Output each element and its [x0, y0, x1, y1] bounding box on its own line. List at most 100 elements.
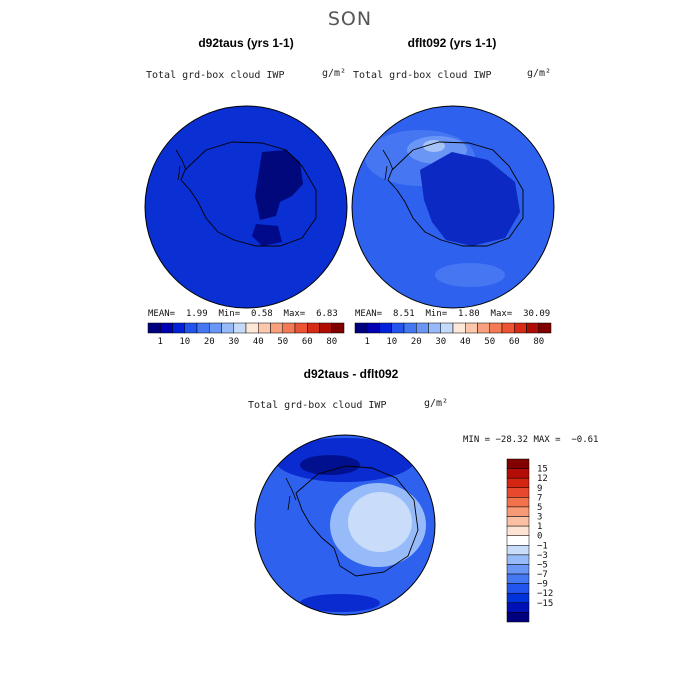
left-colorbar-tick-label: 60 [302, 337, 313, 347]
diff-colorbar-swatch [506, 525, 530, 536]
diff-colorbar-swatch [506, 516, 530, 527]
left-colorbar-swatch [282, 322, 296, 334]
diff-colorbar-tick-label: −9 [537, 580, 548, 590]
left-colorbar-swatch [245, 322, 259, 334]
left-map [145, 106, 347, 308]
diff-colorbar-swatch [506, 602, 530, 613]
left-max-value: 6.83 [316, 309, 338, 319]
diff-colorbar-swatch [506, 545, 530, 556]
right-colorbar-swatch [428, 322, 441, 334]
diff-colorbar-swatch [506, 583, 530, 594]
diff-colorbar-swatch [506, 535, 530, 546]
diff-units-label: g/m² [424, 398, 449, 409]
right-map-land-outline [387, 141, 524, 247]
right-colorbar-swatch [514, 322, 527, 334]
right-colorbar-swatch [477, 322, 490, 334]
diff-colorbar-swatch [506, 477, 530, 489]
diff-colorbar-swatch [506, 506, 530, 517]
diff-colorbar-tick-label: 9 [537, 484, 542, 494]
right-colorbar-tick-label: 60 [509, 337, 520, 347]
left-colorbar-tick-label: 1 [158, 337, 163, 347]
diff-map-peninsula-outline [285, 477, 297, 511]
right-variable-label: Total grd-box cloud IWP [353, 70, 492, 81]
page-title: SON [327, 8, 373, 30]
diff-colorbar-tick-label: 12 [537, 474, 548, 484]
right-map-peninsula-outline [382, 149, 394, 181]
left-min-label: Min= [218, 309, 241, 319]
right-mean-label: MEAN= [355, 309, 383, 319]
right-map-border [351, 105, 555, 309]
left-colorbar-swatch [319, 322, 332, 334]
right-colorbar-swatch [465, 322, 478, 334]
left-colorbar-swatch [221, 322, 234, 334]
left-mean-value: 1.99 [185, 309, 208, 319]
right-colorbar-tick-label: 40 [460, 337, 471, 347]
left-max-label: Max= [283, 309, 306, 319]
left-colorbar-swatch [160, 322, 173, 334]
left-units-label: g/m² [322, 68, 347, 79]
right-units-label: g/m² [527, 68, 552, 79]
right-max-value: 30.09 [523, 309, 551, 319]
diff-colorbar-swatch [506, 468, 530, 479]
left-colorbar-tick-label: 80 [326, 337, 337, 347]
left-variable-label: Total grd-box cloud IWP [146, 70, 285, 81]
left-map-land-outline [180, 141, 317, 247]
right-colorbar-swatch [538, 322, 552, 334]
left-map-dark-region-2 [252, 224, 282, 246]
left-colorbar-swatch [147, 322, 161, 334]
left-map-peninsula-outline [175, 149, 187, 181]
left-colorbar-tick-label: 30 [228, 337, 239, 347]
right-colorbar-tick-label: 30 [435, 337, 446, 347]
right-min-value: 1.80 [458, 309, 480, 319]
right-colorbar-swatch [501, 322, 515, 334]
right-colorbar-swatch [391, 322, 405, 334]
diff-colorbar-tick-label: 15 [537, 465, 548, 475]
diff-colorbar-swatch [506, 592, 530, 604]
right-colorbar-tick-label: 80 [533, 337, 544, 347]
right-colorbar-swatch [403, 322, 417, 334]
left-colorbar: 1 10 20 30 40 50 60 80 [147, 322, 345, 347]
diff-panel-title: d92taus - dflt092 [303, 367, 399, 381]
right-colorbar-tick-label: 50 [484, 337, 495, 347]
right-colorbar-swatch [526, 322, 539, 334]
right-max-label: Max= [490, 309, 513, 319]
right-map-light-patch [435, 263, 505, 287]
right-colorbar-swatch [379, 322, 392, 334]
right-colorbar-tick-label: 1 [365, 337, 370, 347]
left-map-ocean [145, 106, 347, 308]
diff-colorbar-tick-label: −15 [537, 599, 553, 609]
left-colorbar-swatch [209, 322, 222, 334]
left-colorbar-swatch [294, 322, 308, 334]
right-mean-value: 8.51 [392, 309, 415, 319]
diff-minmax: MIN = −28.32 MAX = −0.61 [463, 435, 599, 445]
left-panel-title: d92taus (yrs 1-1) [198, 36, 294, 50]
diff-colorbar-tick-label: 5 [537, 503, 542, 513]
right-map-dark-region [420, 152, 520, 246]
left-stats: MEAN= 1.99 Min= 0.58 Max= 6.83 [148, 309, 338, 319]
left-colorbar-swatch [184, 322, 198, 334]
right-colorbar-swatch [489, 322, 503, 334]
diff-map-darkest-band [300, 455, 360, 475]
diff-colorbar-tick-label: −3 [537, 551, 548, 561]
diff-map [255, 435, 435, 615]
diff-colorbar-tick-label: 3 [537, 513, 542, 523]
right-colorbar-swatch [452, 322, 466, 334]
right-map [352, 106, 554, 308]
diff-map-land-outline [295, 465, 419, 577]
right-min-label: Min= [425, 309, 448, 319]
left-colorbar-swatch [307, 322, 320, 334]
right-colorbar-swatch [416, 322, 429, 334]
left-colorbar-swatch [172, 322, 185, 334]
left-colorbar-swatch [331, 322, 345, 334]
right-colorbar-tick-label: 10 [386, 337, 397, 347]
left-colorbar-swatch [233, 322, 247, 334]
diff-colorbar-swatch [506, 497, 530, 508]
left-map-dark-region [255, 150, 303, 220]
left-colorbar-swatch [270, 322, 283, 334]
diff-map-dark-bottom [300, 594, 380, 612]
diff-colorbar-swatch [506, 487, 530, 498]
diff-map-border [254, 434, 436, 616]
right-colorbar-tick-label: 20 [411, 337, 422, 347]
